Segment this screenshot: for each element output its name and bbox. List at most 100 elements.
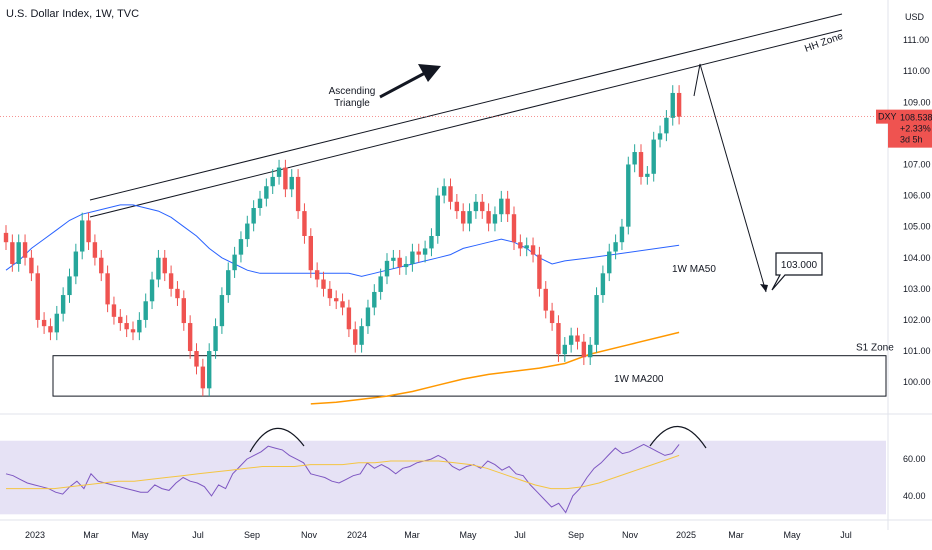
candle-body bbox=[492, 214, 498, 224]
time-tick-label: May bbox=[459, 530, 477, 540]
price-axis: 111.00110.00109.00108.00107.00106.00105.… bbox=[903, 12, 931, 387]
candle-body bbox=[607, 251, 612, 274]
candle-body bbox=[213, 326, 218, 352]
candle-body bbox=[448, 186, 453, 202]
candle-body bbox=[353, 329, 358, 345]
price-tick-label: 104.00 bbox=[903, 253, 931, 263]
candle-body bbox=[321, 279, 326, 289]
price-tick-label: 105.00 bbox=[903, 222, 931, 232]
candle-body bbox=[670, 92, 675, 118]
candle-body bbox=[518, 242, 523, 249]
ma50-line bbox=[5, 204, 680, 277]
candle-body bbox=[86, 220, 91, 243]
candle-body bbox=[67, 276, 72, 296]
candle-body bbox=[435, 195, 440, 236]
candle-body bbox=[302, 211, 307, 236]
candle-body bbox=[600, 273, 606, 296]
target-label: 103.000 bbox=[781, 260, 818, 271]
rsi-top-arc-1 bbox=[249, 427, 305, 453]
triangle-label: Triangle bbox=[334, 98, 370, 109]
rsi-tick-label: 40.00 bbox=[903, 491, 926, 501]
candle-body bbox=[645, 173, 650, 177]
candle-body bbox=[3, 232, 9, 243]
candle-body bbox=[29, 257, 34, 274]
candle-body bbox=[340, 301, 345, 308]
candle-body bbox=[118, 316, 123, 324]
candle-body bbox=[505, 198, 510, 215]
rsi-line bbox=[5, 443, 680, 514]
candle-body bbox=[124, 323, 129, 330]
time-tick-label: Nov bbox=[622, 530, 639, 540]
ma200-line bbox=[310, 331, 680, 405]
candle-body bbox=[537, 254, 542, 289]
time-tick-label: Mar bbox=[404, 530, 420, 540]
candle-body bbox=[219, 295, 225, 327]
time-tick-label: 2024 bbox=[347, 530, 367, 540]
candle-body bbox=[10, 242, 15, 264]
triangle-label: Ascending bbox=[329, 86, 376, 97]
s1-zone-label: S1 Zone bbox=[856, 343, 894, 354]
price-tick-label: 100.00 bbox=[903, 377, 931, 387]
candle-body bbox=[200, 366, 206, 389]
trend-arrow-head bbox=[418, 64, 441, 82]
candle-body bbox=[276, 167, 282, 177]
s1-zone-box bbox=[52, 355, 887, 397]
candle-body bbox=[226, 270, 231, 296]
candle-body bbox=[416, 251, 421, 255]
price-tick-label: 106.00 bbox=[903, 191, 931, 201]
candle-body bbox=[232, 254, 237, 271]
time-tick-label: May bbox=[783, 530, 801, 540]
candle-body bbox=[664, 117, 669, 134]
candle-body bbox=[41, 319, 47, 327]
candle-body bbox=[181, 298, 186, 324]
candle-body bbox=[594, 295, 599, 345]
candle-body bbox=[524, 245, 529, 249]
candle-body bbox=[327, 288, 333, 299]
last-price-value: 3d 5h bbox=[900, 135, 923, 145]
trend-arrow-shaft bbox=[379, 71, 426, 99]
candle-body bbox=[397, 257, 402, 268]
candle-body bbox=[588, 344, 593, 358]
candle-body bbox=[270, 176, 275, 187]
target-callout bbox=[771, 252, 823, 291]
candle-body bbox=[143, 301, 148, 320]
candle-body bbox=[429, 235, 434, 249]
candle-body bbox=[499, 198, 504, 215]
candle-body bbox=[334, 298, 339, 302]
projection-arrow-head bbox=[760, 284, 768, 292]
time-tick-label: Mar bbox=[83, 530, 99, 540]
candle-body bbox=[92, 242, 98, 258]
candle-body bbox=[73, 251, 79, 277]
candle-body bbox=[80, 220, 85, 252]
candle-body bbox=[314, 270, 320, 280]
currency-label: USD bbox=[905, 12, 925, 22]
ma200-label: 1W MA200 bbox=[614, 374, 664, 385]
candle-body bbox=[626, 164, 631, 227]
rsi-band bbox=[0, 440, 886, 515]
candle-body bbox=[359, 326, 364, 345]
candle-body bbox=[264, 186, 269, 199]
price-tick-label: 103.00 bbox=[903, 284, 931, 294]
candle-body bbox=[632, 152, 637, 165]
candle-body bbox=[549, 310, 555, 324]
candle-body bbox=[619, 226, 625, 243]
candle-body bbox=[575, 335, 580, 342]
time-tick-label: Sep bbox=[568, 530, 584, 540]
candle-body bbox=[54, 313, 59, 333]
time-tick-label: Nov bbox=[301, 530, 318, 540]
candle-body bbox=[156, 257, 161, 280]
candle-body bbox=[207, 351, 212, 389]
candle-body bbox=[238, 239, 244, 255]
price-tick-label: 111.00 bbox=[903, 35, 929, 45]
candle-body bbox=[105, 273, 110, 305]
candle-body bbox=[473, 201, 479, 212]
candle-body bbox=[391, 257, 396, 261]
candle-body bbox=[581, 341, 587, 358]
candle-body bbox=[130, 329, 136, 333]
last-price-tag-bg bbox=[888, 109, 932, 148]
candle-body bbox=[467, 211, 472, 224]
candle-body bbox=[378, 276, 383, 292]
candle-body bbox=[365, 307, 371, 327]
triangle-lower-line bbox=[89, 29, 843, 218]
